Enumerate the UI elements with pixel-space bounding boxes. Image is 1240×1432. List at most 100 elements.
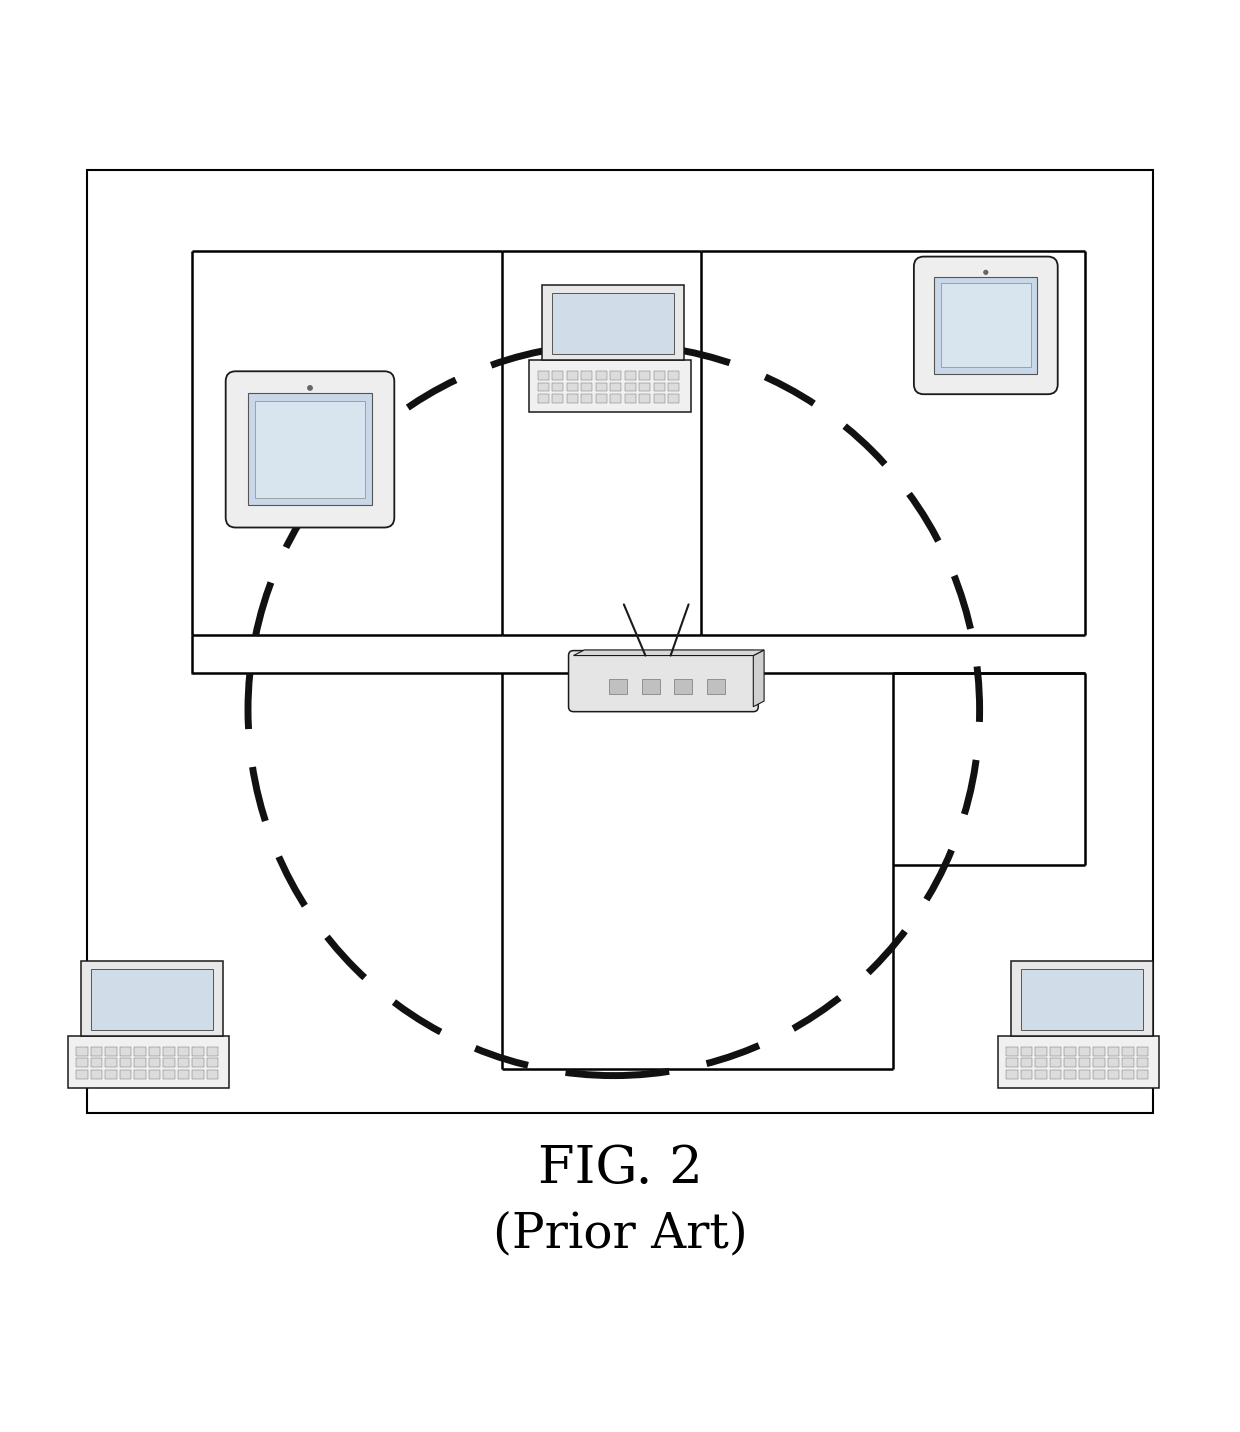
Bar: [625, 382, 636, 391]
Bar: [1094, 1058, 1105, 1067]
Bar: [87, 170, 1153, 1113]
Bar: [1107, 1070, 1120, 1078]
Bar: [610, 394, 621, 402]
Bar: [207, 1047, 218, 1055]
Bar: [91, 1047, 102, 1055]
Bar: [542, 285, 684, 361]
Bar: [610, 371, 621, 379]
Bar: [177, 1058, 188, 1067]
Bar: [668, 394, 680, 402]
Bar: [639, 371, 650, 379]
Bar: [538, 371, 549, 379]
Bar: [192, 1058, 203, 1067]
Bar: [595, 371, 606, 379]
Bar: [1064, 1058, 1075, 1067]
Bar: [595, 382, 606, 391]
Bar: [1021, 1058, 1032, 1067]
Bar: [625, 371, 636, 379]
Bar: [1050, 1058, 1061, 1067]
Bar: [639, 382, 650, 391]
Bar: [567, 394, 578, 402]
Bar: [134, 1058, 145, 1067]
Bar: [1137, 1058, 1148, 1067]
Bar: [1006, 1058, 1018, 1067]
Bar: [91, 1058, 102, 1067]
Bar: [1064, 1047, 1075, 1055]
Bar: [120, 1058, 131, 1067]
Bar: [567, 371, 578, 379]
Bar: [192, 1070, 203, 1078]
Bar: [552, 382, 563, 391]
Bar: [192, 1047, 203, 1055]
Text: (Prior Art): (Prior Art): [492, 1211, 748, 1257]
Bar: [105, 1070, 117, 1078]
Bar: [105, 1047, 117, 1055]
Bar: [76, 1058, 88, 1067]
FancyBboxPatch shape: [914, 256, 1058, 394]
Bar: [1011, 961, 1153, 1037]
Bar: [1122, 1058, 1133, 1067]
Bar: [653, 394, 665, 402]
Bar: [120, 1047, 131, 1055]
Bar: [552, 394, 563, 402]
Bar: [1021, 1047, 1032, 1055]
Bar: [149, 1070, 160, 1078]
Bar: [1122, 1047, 1133, 1055]
Bar: [582, 371, 593, 379]
Bar: [668, 371, 680, 379]
Bar: [76, 1070, 88, 1078]
Text: FIG. 2: FIG. 2: [538, 1143, 702, 1194]
Bar: [76, 1047, 88, 1055]
Bar: [1064, 1070, 1075, 1078]
Bar: [538, 382, 549, 391]
Bar: [105, 1058, 117, 1067]
Bar: [1137, 1047, 1148, 1055]
Bar: [164, 1058, 175, 1067]
Bar: [1107, 1047, 1120, 1055]
Bar: [1006, 1070, 1018, 1078]
Bar: [149, 1047, 160, 1055]
Bar: [1035, 1047, 1047, 1055]
Circle shape: [983, 271, 988, 275]
Bar: [610, 382, 621, 391]
Bar: [120, 1070, 131, 1078]
Bar: [134, 1047, 145, 1055]
Bar: [1006, 1047, 1018, 1055]
Bar: [567, 382, 578, 391]
Bar: [595, 394, 606, 402]
Bar: [1094, 1070, 1105, 1078]
Bar: [1094, 1047, 1105, 1055]
Bar: [134, 1070, 145, 1078]
Bar: [668, 382, 680, 391]
Bar: [1122, 1070, 1133, 1078]
Bar: [625, 394, 636, 402]
Bar: [164, 1047, 175, 1055]
Bar: [653, 371, 665, 379]
Bar: [1079, 1058, 1090, 1067]
Bar: [177, 1047, 188, 1055]
Bar: [998, 1037, 1159, 1088]
Bar: [164, 1070, 175, 1078]
Bar: [1050, 1070, 1061, 1078]
Bar: [255, 401, 365, 498]
Bar: [1021, 1070, 1032, 1078]
Bar: [68, 1037, 229, 1088]
Bar: [177, 1070, 188, 1078]
FancyBboxPatch shape: [569, 650, 759, 712]
Bar: [1137, 1070, 1148, 1078]
Bar: [248, 394, 372, 505]
Bar: [639, 394, 650, 402]
Bar: [91, 969, 213, 1030]
Bar: [941, 284, 1030, 368]
Bar: [552, 371, 563, 379]
Bar: [1079, 1047, 1090, 1055]
Bar: [552, 294, 675, 354]
Bar: [582, 382, 593, 391]
Bar: [675, 679, 692, 695]
Bar: [538, 394, 549, 402]
Bar: [642, 679, 660, 695]
Bar: [707, 679, 724, 695]
Bar: [935, 278, 1037, 374]
Bar: [1035, 1058, 1047, 1067]
Bar: [207, 1058, 218, 1067]
